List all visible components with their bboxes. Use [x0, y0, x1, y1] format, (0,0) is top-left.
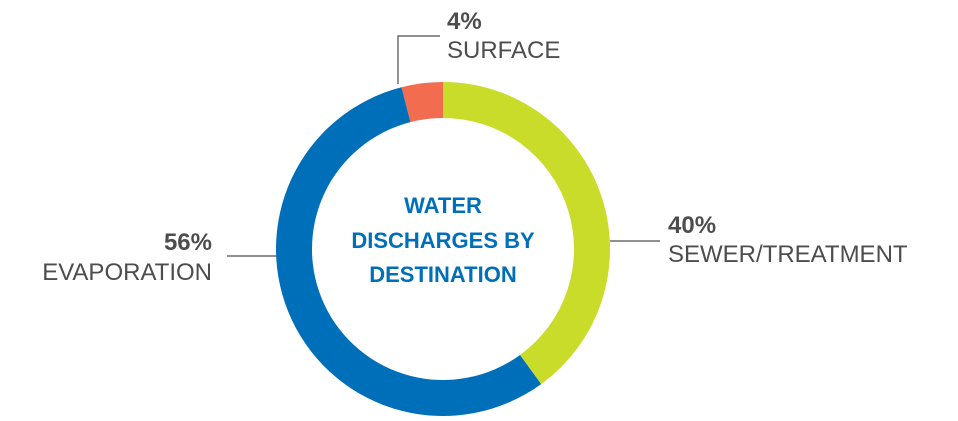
surface-value-label: 4% [447, 8, 482, 35]
center-title-line-3: DESTINATION [369, 262, 516, 287]
evaporation-category-label: EVAPORATION [42, 259, 212, 286]
sewer-category-label: SEWER/TREATMENT [668, 241, 908, 268]
slices-layer [276, 82, 611, 416]
center-title-line-2: DISCHARGES BY [351, 228, 535, 253]
evaporation-value-label: 56% [164, 229, 212, 256]
surface-leader [397, 35, 440, 84]
sewer-value-label: 40% [668, 212, 716, 239]
leaders-layer [227, 35, 660, 257]
slice-sewer-treatment [443, 82, 611, 385]
surface-category-label: SURFACE [447, 37, 560, 64]
slice-surface [401, 82, 443, 123]
slice-evaporation [276, 87, 542, 416]
center-title-line-1: WATER [404, 193, 482, 218]
labels-layer: WATER DISCHARGES BY DESTINATION 4% SURFA… [42, 8, 908, 287]
